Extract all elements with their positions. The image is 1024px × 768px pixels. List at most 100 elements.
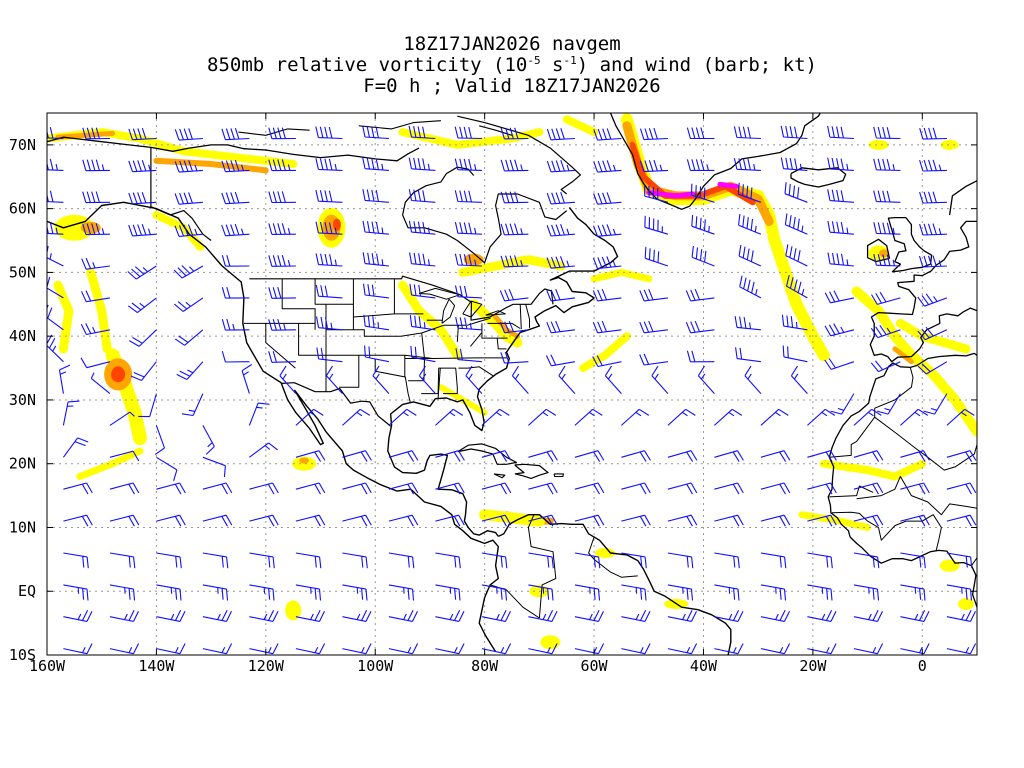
wind-barb bbox=[465, 365, 483, 394]
wind-barb bbox=[918, 255, 947, 268]
coastline bbox=[856, 476, 977, 516]
wind-barb bbox=[81, 257, 110, 270]
wind-barb bbox=[174, 192, 203, 205]
lon-label: 120W bbox=[248, 657, 285, 675]
wind-barb bbox=[174, 329, 204, 346]
wind-barb bbox=[63, 482, 93, 495]
wind-barb bbox=[528, 610, 558, 622]
wind-barb bbox=[545, 354, 575, 367]
wind-barb bbox=[268, 287, 296, 299]
wind-barb bbox=[735, 347, 761, 363]
wind-barb bbox=[946, 584, 973, 601]
wind-barb bbox=[481, 450, 512, 462]
wind-barb bbox=[528, 482, 558, 495]
wind-barb bbox=[574, 584, 601, 601]
wind-barb bbox=[876, 393, 901, 415]
vorticity-band bbox=[579, 332, 631, 373]
wind-barb bbox=[714, 450, 744, 462]
wind-barb bbox=[409, 252, 436, 267]
wind-barb bbox=[917, 293, 948, 307]
wind-barb bbox=[667, 643, 698, 655]
latitude-labels: 70N 60N 50N 40N 30N 20N 10N EQ 10S bbox=[9, 136, 36, 664]
wind-barb bbox=[249, 442, 278, 458]
wind-barb bbox=[435, 450, 465, 462]
wind-barb bbox=[90, 372, 111, 395]
wind-barb bbox=[499, 320, 529, 334]
wind-barb bbox=[760, 450, 791, 462]
wind-barb bbox=[202, 610, 232, 622]
wind-barb bbox=[388, 450, 419, 462]
coastline bbox=[874, 367, 914, 418]
wind-barb bbox=[917, 326, 948, 341]
wind-barb bbox=[481, 584, 508, 601]
wind-barb bbox=[156, 514, 186, 527]
wind-barb bbox=[760, 514, 791, 527]
wind-barb bbox=[249, 552, 275, 569]
wind-barb bbox=[156, 584, 182, 601]
wind-barb bbox=[342, 450, 372, 462]
coastline bbox=[829, 485, 874, 498]
wind-barb bbox=[435, 408, 464, 426]
wind-barb bbox=[435, 643, 465, 655]
wind-barb bbox=[221, 159, 250, 173]
vorticity-blob bbox=[868, 139, 889, 150]
wind-barb bbox=[221, 286, 250, 299]
coastline bbox=[458, 366, 494, 377]
coastline bbox=[402, 166, 475, 216]
wind-barb bbox=[342, 584, 368, 601]
wind-barb bbox=[574, 514, 605, 527]
wind-barb bbox=[621, 450, 651, 462]
wind-barb bbox=[82, 159, 110, 172]
wind-barb bbox=[63, 514, 93, 527]
wind-barb bbox=[853, 552, 880, 569]
wind-barb bbox=[500, 223, 529, 236]
wind-barb bbox=[315, 126, 343, 140]
wind-barb bbox=[156, 643, 186, 655]
wind-barb bbox=[481, 610, 511, 622]
coastline bbox=[421, 332, 433, 359]
wind-barb bbox=[946, 482, 977, 495]
vorticity-band bbox=[717, 181, 739, 189]
coastline bbox=[326, 324, 444, 337]
wind-barb bbox=[919, 127, 947, 140]
wind-barb bbox=[873, 222, 901, 235]
wind-barb bbox=[268, 318, 296, 331]
wind-barb bbox=[109, 584, 136, 601]
wind-barb bbox=[738, 213, 762, 235]
wind-barb bbox=[760, 610, 790, 622]
wind-barb bbox=[315, 253, 343, 267]
wind-barb bbox=[388, 514, 419, 527]
wind-barb bbox=[760, 584, 787, 601]
wind-barb bbox=[784, 213, 808, 235]
vorticity-band bbox=[53, 280, 74, 354]
wind-barb bbox=[268, 191, 296, 204]
wind-barb bbox=[685, 288, 715, 302]
wind-barb bbox=[824, 323, 855, 337]
lon-label: 140W bbox=[138, 657, 175, 675]
wind-barb bbox=[129, 329, 157, 347]
wind-barb bbox=[127, 265, 157, 280]
wind-barb bbox=[154, 425, 166, 456]
coastline bbox=[525, 304, 530, 328]
coastline bbox=[948, 180, 977, 216]
wind-barb bbox=[63, 610, 93, 622]
coastline bbox=[479, 125, 513, 136]
wind-barb bbox=[316, 347, 343, 363]
lon-label: 0 bbox=[918, 657, 927, 675]
wind-barb bbox=[500, 255, 529, 268]
title-line-3: F=0 h ; Valid 18Z17JAN2026 bbox=[363, 75, 661, 97]
wind-barb bbox=[574, 610, 604, 622]
wind-barb bbox=[80, 323, 111, 336]
vorticity-band bbox=[892, 346, 914, 365]
wind-barb bbox=[734, 316, 761, 331]
coastline bbox=[481, 323, 508, 339]
wind-barbs bbox=[47, 125, 977, 655]
wind-barb bbox=[714, 482, 744, 495]
lon-label: 160W bbox=[29, 657, 66, 675]
axis-ticks bbox=[46, 113, 977, 656]
wind-barb bbox=[784, 182, 808, 203]
wind-barb bbox=[363, 314, 389, 331]
wind-barb bbox=[604, 365, 622, 394]
wind-barb bbox=[315, 316, 343, 331]
wind-barb bbox=[372, 365, 390, 394]
